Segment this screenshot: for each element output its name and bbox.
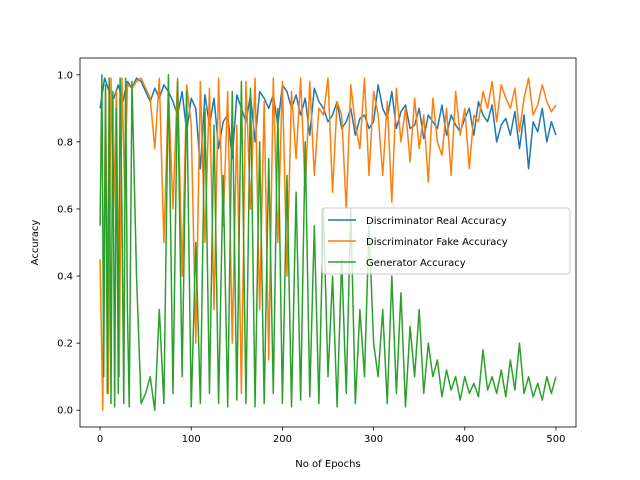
- x-tick-label: 100: [182, 434, 201, 445]
- y-tick-label: 1.0: [57, 70, 73, 81]
- x-tick-label: 500: [546, 434, 565, 445]
- legend-label: Discriminator Real Accuracy: [366, 216, 507, 227]
- series-line-2: [99, 77, 557, 411]
- y-tick-label: 0.6: [57, 204, 73, 215]
- y-axis-label: Accuracy: [30, 220, 41, 266]
- x-tick-label: 200: [273, 434, 292, 445]
- series-line-3: [99, 74, 557, 411]
- legend: Discriminator Real Accuracy Discriminator…: [321, 207, 571, 275]
- x-axis-label: No of Epochs: [295, 459, 360, 470]
- x-axis-ticks: 0 100 200 300 400 500: [97, 427, 565, 445]
- y-tick-label: 0.4: [57, 272, 73, 283]
- x-tick-label: 300: [364, 434, 383, 445]
- x-tick-label: 0: [97, 434, 103, 445]
- y-tick-label: 0.2: [57, 339, 73, 350]
- legend-box: [321, 207, 571, 275]
- legend-label: Discriminator Fake Accuracy: [366, 237, 508, 248]
- legend-label: Generator Accuracy: [366, 258, 466, 269]
- y-tick-label: 0.8: [57, 137, 73, 148]
- x-tick-label: 400: [455, 434, 474, 445]
- axes-frame: [79, 57, 577, 428]
- y-axis-ticks: 0.0 0.2 0.4 0.6 0.8 1.0: [57, 70, 80, 417]
- y-tick-label: 0.0: [57, 406, 73, 417]
